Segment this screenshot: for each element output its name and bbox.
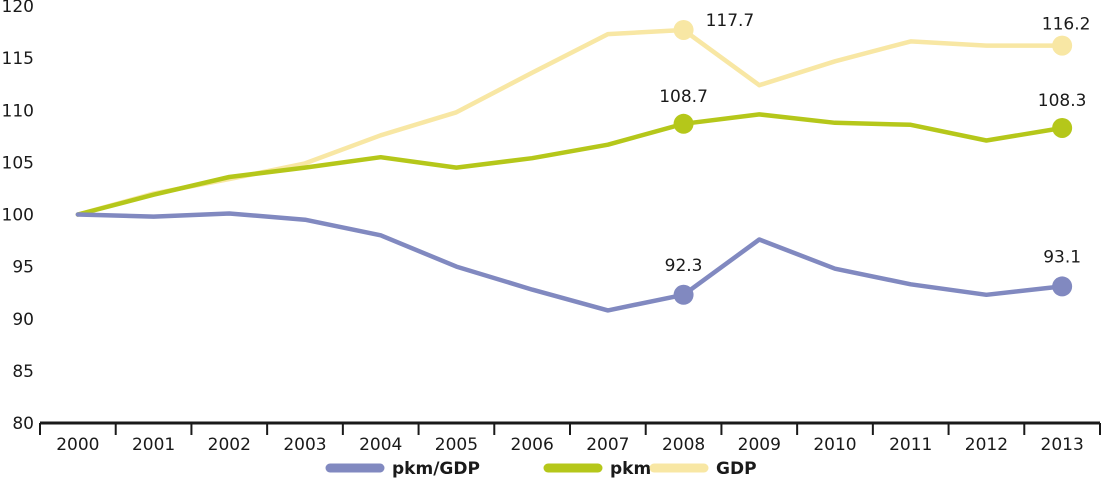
x-tick-label: 2001	[132, 435, 175, 455]
y-tick-label: 95	[12, 258, 34, 278]
legend-label: GDP	[716, 459, 757, 479]
x-tick-label: 2002	[208, 435, 251, 455]
series-line-pkm-gdp	[75, 211, 1065, 313]
data-label: 116.2	[1042, 15, 1091, 35]
x-tick-label: 2009	[738, 435, 781, 455]
legend-label: pkm/GDP	[392, 459, 480, 479]
data-label: 108.7	[659, 87, 708, 107]
series-line-gdp	[75, 27, 1065, 217]
data-point-marker	[673, 284, 694, 305]
y-tick-label: 110	[2, 101, 34, 121]
x-tick-label: 2007	[586, 435, 629, 455]
series-line-pkm	[75, 112, 1065, 217]
y-tick-label: 85	[12, 362, 34, 382]
data-label: 108.3	[1038, 91, 1087, 111]
data-label: 92.3	[665, 256, 703, 276]
x-tick-label: 2004	[359, 435, 402, 455]
x-tick-label: 2010	[813, 435, 856, 455]
x-tick-label: 2013	[1041, 435, 1084, 455]
data-label: 117.7	[706, 11, 755, 31]
y-tick-label: 80	[12, 414, 34, 434]
legend-label: pkm	[610, 459, 651, 479]
data-point-marker	[1052, 117, 1073, 138]
x-tick-label: 2003	[283, 435, 326, 455]
x-tick-label: 2006	[511, 435, 554, 455]
data-point-marker	[673, 19, 694, 40]
x-tick-label: 2011	[889, 435, 932, 455]
y-tick-label: 115	[2, 49, 34, 69]
x-tick-label: 2000	[56, 435, 99, 455]
x-tick-label: 2012	[965, 435, 1008, 455]
data-point-marker	[673, 113, 694, 134]
data-label: 93.1	[1043, 247, 1081, 267]
data-point-marker	[1052, 276, 1073, 297]
y-tick-label: 120	[2, 0, 34, 17]
y-tick-label: 105	[2, 153, 34, 173]
y-tick-label: 90	[12, 310, 34, 330]
x-tick-label: 2005	[435, 435, 478, 455]
data-point-marker	[1052, 35, 1073, 56]
x-tick-label: 2008	[662, 435, 705, 455]
y-tick-label: 100	[2, 206, 34, 226]
